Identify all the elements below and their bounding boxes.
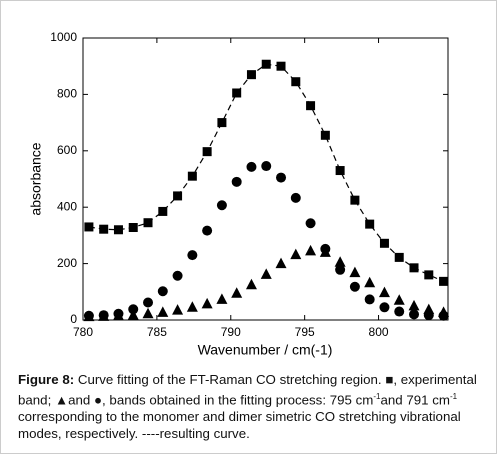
y-tick-label: 0 [70, 312, 77, 326]
circle-marker [216, 200, 227, 211]
square-marker [291, 77, 301, 87]
circle-marker [379, 302, 390, 313]
square-marker [84, 222, 94, 232]
triangle-marker [201, 297, 213, 309]
triangle-marker [275, 257, 287, 269]
square-marker [217, 118, 227, 128]
triangle-marker [142, 307, 154, 319]
square-marker [143, 218, 153, 228]
y-axis-label: absorbance [28, 142, 44, 215]
plot-frame [82, 37, 449, 321]
square-marker [202, 147, 212, 157]
square-marker [320, 130, 330, 140]
caption-text: and 791 cm [380, 392, 450, 408]
circle-marker [157, 286, 168, 297]
circle-marker [202, 225, 213, 236]
circle-marker [187, 250, 198, 261]
y-tick-label: 200 [57, 256, 77, 270]
circle-marker [143, 297, 154, 308]
circle-marker [172, 270, 183, 281]
triangle-marker [172, 304, 184, 315]
square-marker [335, 166, 345, 176]
square-marker [232, 88, 242, 98]
square-marker [350, 195, 360, 205]
square-marker [439, 276, 449, 286]
square-marker [246, 70, 256, 80]
triangle-marker [245, 278, 257, 290]
triangle-marker [438, 306, 450, 317]
circle-marker [276, 172, 287, 183]
triangle-marker [305, 244, 317, 256]
square-marker [187, 171, 197, 181]
triangle-marker [186, 301, 198, 312]
x-tick-label: 800 [369, 325, 389, 339]
x-tick-label: 795 [295, 325, 315, 339]
y-tick-label: 1000 [50, 30, 77, 44]
square-marker [99, 224, 109, 234]
circle-marker [349, 281, 360, 292]
triangle-marker [423, 303, 435, 315]
circle-marker [261, 161, 272, 172]
y-tick-label: 400 [57, 199, 77, 213]
square-marker [306, 101, 316, 111]
circle-marker [394, 306, 405, 317]
square-marker [158, 206, 168, 216]
triangle-marker [112, 309, 124, 321]
square-marker [261, 59, 271, 69]
triangle-marker [378, 286, 390, 298]
square-marker [409, 263, 419, 273]
square-marker [379, 238, 389, 248]
y-tick-label: 600 [57, 143, 77, 157]
caption: Figure 8: Curve fitting of the FT-Raman … [18, 371, 480, 442]
square-marker [128, 223, 138, 233]
triangle-marker [216, 293, 228, 304]
square-marker [365, 219, 375, 229]
chart: Wavenumber / cm(-1) absorbance 0 200 400 60… [28, 30, 450, 358]
square-marker [394, 252, 404, 262]
circle-marker [246, 161, 257, 172]
fit-curve [88, 63, 444, 282]
circle-marker [305, 218, 316, 229]
y-tick-label: 800 [57, 87, 77, 101]
x-tick-label: 790 [221, 325, 241, 339]
triangle-marker [364, 276, 376, 288]
triangle-marker [231, 287, 243, 298]
triangle-marker [127, 309, 139, 320]
x-axis-label: Wavenumber / cm(-1) [198, 342, 333, 358]
circle-marker [231, 176, 242, 187]
triangle-marker [319, 246, 331, 257]
triangle-marker [98, 310, 110, 321]
triangle-marker [408, 299, 420, 311]
superscript: -1 [373, 392, 381, 401]
triangle-marker [157, 306, 169, 317]
circle-marker [364, 294, 375, 305]
superscript: -1 [449, 392, 458, 401]
x-tick-label: 780 [73, 325, 93, 339]
circle-marker [409, 309, 420, 320]
x-tick-label: 785 [147, 325, 167, 339]
triangle-marker [334, 256, 346, 267]
caption-text: corresponding to the monomer and dimer s… [18, 409, 461, 442]
triangle-marker [349, 266, 361, 278]
square-marker [424, 270, 434, 280]
circle-marker [335, 264, 346, 275]
triangle-marker [393, 294, 405, 305]
triangle-marker [260, 268, 272, 279]
caption-text: Curve fitting of the FT-Raman CO stretch… [18, 372, 477, 408]
caption-label: Figure 8: [18, 372, 75, 387]
triangle-marker [290, 248, 302, 260]
circle-marker [290, 192, 301, 203]
square-marker [276, 61, 286, 71]
square-marker [113, 225, 123, 235]
square-marker [173, 191, 183, 201]
triangle-marker [83, 310, 95, 322]
